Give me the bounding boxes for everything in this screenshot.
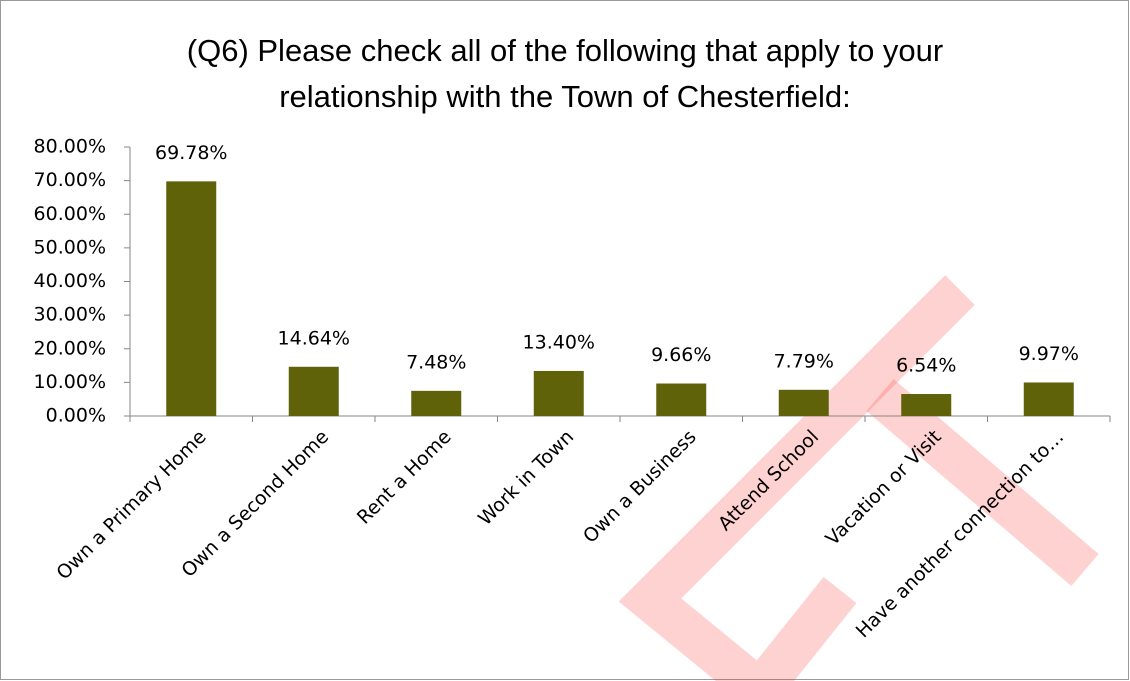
watermark-stroke [866, 379, 1099, 586]
value-label: 6.54% [896, 355, 956, 377]
y-tick-label: 60.00% [34, 203, 106, 225]
value-label: 69.78% [155, 142, 227, 164]
value-label: 9.97% [1019, 343, 1079, 365]
bar [166, 181, 217, 416]
y-tick-label: 30.00% [34, 304, 106, 326]
y-tick-label: 50.00% [34, 236, 106, 258]
value-label: 13.40% [523, 331, 595, 353]
value-label: 14.64% [278, 327, 350, 349]
bar [533, 370, 584, 416]
chart-title: (Q6) Please check all of the following t… [186, 33, 944, 114]
y-tick-label: 0.00% [46, 405, 106, 427]
bar [656, 383, 707, 416]
bar [1023, 382, 1074, 416]
y-tick-label: 40.00% [34, 270, 106, 292]
watermark-stroke [618, 275, 975, 681]
bar [411, 390, 462, 416]
watermark [618, 275, 1099, 681]
bar [778, 389, 829, 416]
y-tick-label: 20.00% [34, 337, 106, 359]
bar [288, 366, 339, 416]
value-label: 7.79% [774, 350, 834, 372]
bar [901, 394, 952, 416]
y-tick-label: 70.00% [34, 169, 106, 191]
y-tick-label: 10.00% [34, 371, 106, 393]
y-tick-label: 80.00% [34, 136, 106, 158]
value-label: 9.66% [651, 344, 711, 366]
value-label: 7.48% [406, 351, 466, 373]
